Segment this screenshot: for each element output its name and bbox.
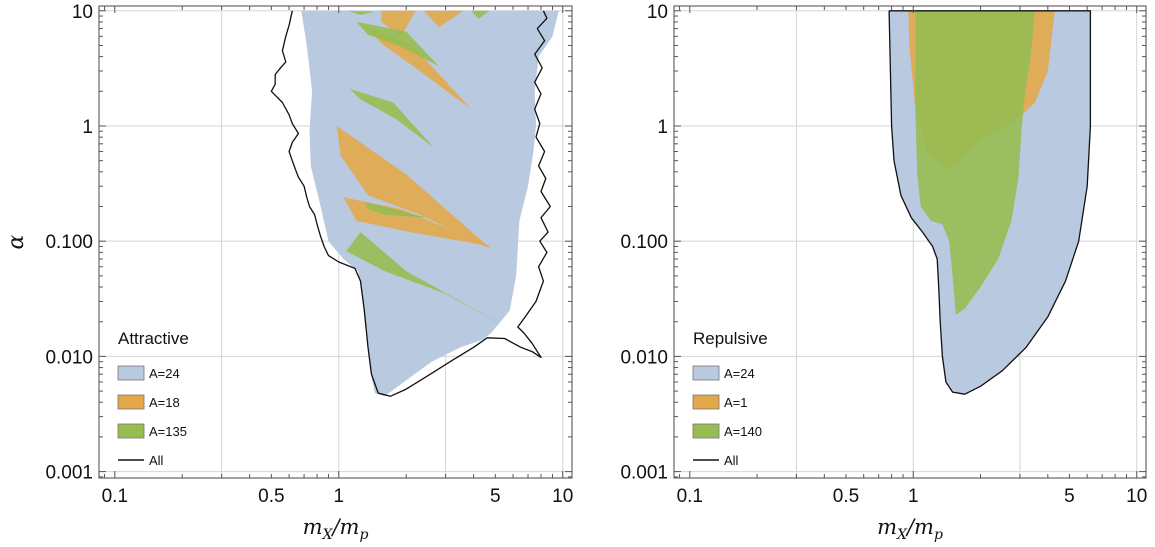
- x-tick-label: 10: [552, 486, 573, 507]
- y-tick-label: 0.001: [620, 463, 668, 484]
- legend-label: A=135: [149, 424, 187, 439]
- x-tick-label: 0.1: [677, 486, 703, 507]
- regions-right: [888, 10, 1092, 395]
- legend-swatch: [117, 394, 145, 410]
- y-tick-label: 10: [647, 2, 668, 23]
- legend-label: A=24: [149, 366, 180, 381]
- legend-label: All: [724, 453, 739, 468]
- legend-label: A=140: [724, 424, 762, 439]
- y-tick-label: 1: [82, 117, 93, 138]
- y-axis-title: α: [4, 234, 29, 249]
- region-a135-8: [349, 88, 434, 148]
- region-a18-4: [381, 10, 416, 37]
- x-tick-label: 0.5: [258, 486, 284, 507]
- plot-frame-right: [673, 5, 1147, 479]
- region-a135-11: [471, 10, 490, 19]
- x-tick-label: 0.5: [833, 486, 859, 507]
- x-tick-label: 1: [333, 486, 344, 507]
- y-tick-label: 0.100: [620, 232, 668, 253]
- region-a18-1: [336, 126, 492, 250]
- all-outline-curve: [270, 10, 551, 397]
- region-a135-7: [364, 201, 428, 218]
- x-tick-label: 0.1: [102, 486, 128, 507]
- legend-swatch: [117, 365, 145, 381]
- legend-swatch: [117, 423, 145, 439]
- all-outline-curve: [888, 10, 1092, 395]
- y-tick-label: 10: [72, 2, 93, 23]
- legend-right: Repulsive A=24 A=1 A=140 All: [692, 329, 768, 468]
- x-axis-title: mX/mp: [877, 515, 943, 543]
- region-a135-6: [346, 232, 517, 333]
- legend-swatch: [692, 423, 720, 439]
- ticks-right: [674, 6, 1146, 478]
- legend-title: Repulsive: [693, 329, 768, 348]
- chart-panel-right: 0.1 0.5 1 5 10 0.001 0.010 0.100 1 10 mX/mp Repulsi…: [620, 2, 1147, 543]
- ticks-left: [99, 6, 572, 478]
- legend-label: A=1: [724, 395, 748, 410]
- chart-panel-left: 0.1 0.5 1 5 10 0.001 0.010 0.100 1 10 mX/mp α Attrac…: [4, 2, 573, 543]
- region-a140-2: [915, 10, 1035, 315]
- y-tick-label: 0.010: [45, 347, 93, 368]
- legend-label: A=18: [149, 395, 180, 410]
- region-a135-10: [348, 10, 375, 15]
- y-tick-label: 1: [657, 117, 668, 138]
- y-tick-label: 0.100: [45, 232, 93, 253]
- x-axis-title: mX/mp: [303, 515, 369, 543]
- y-tick-label: 0.001: [45, 463, 93, 484]
- legend-swatch: [692, 365, 720, 381]
- y-tick-label: 0.010: [620, 347, 668, 368]
- x-tick-label: 1: [908, 486, 919, 507]
- plot-frame-left: [98, 5, 573, 479]
- legend-left: Attractive A=24 A=18 A=135 All: [117, 329, 189, 468]
- legend-swatch: [692, 394, 720, 410]
- regions-left: [270, 10, 559, 397]
- region-a135-9: [356, 21, 439, 67]
- x-tick-label: 10: [1126, 486, 1147, 507]
- x-tick-label: 5: [1064, 486, 1075, 507]
- region-a18-3: [364, 25, 472, 110]
- x-tick-label: 5: [490, 486, 501, 507]
- legend-label: A=24: [724, 366, 755, 381]
- region-a18-5: [423, 10, 464, 28]
- legend-label: All: [149, 453, 164, 468]
- legend-title: Attractive: [118, 329, 189, 348]
